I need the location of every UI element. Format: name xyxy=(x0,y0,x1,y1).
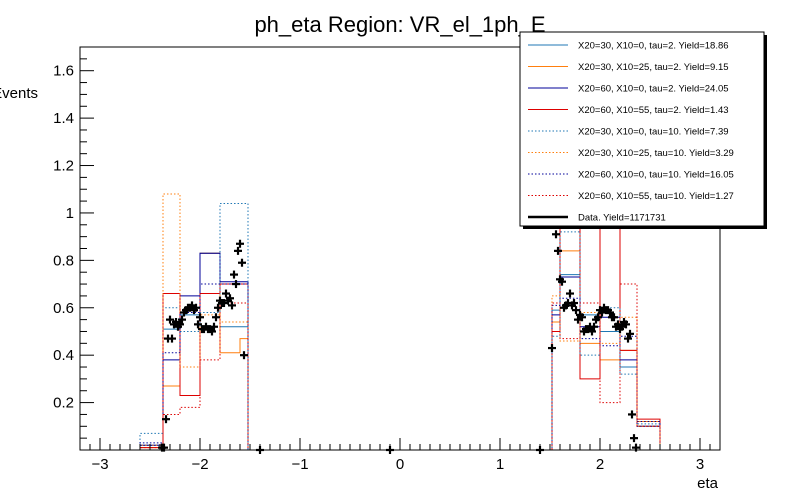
y-tick-label: 1.2 xyxy=(53,158,74,175)
legend-entry: X20=30, X10=25, tau=2. Yield=9.15 xyxy=(528,62,729,73)
data-point xyxy=(166,315,174,324)
histogram-series-8 xyxy=(80,283,720,451)
y-tick-label: 0.2 xyxy=(53,395,74,412)
y-axis: 0.2 0.4 0.6 0.8 1 1.2 1.4 1.6 xyxy=(53,47,94,450)
legend-entry: X20=30, X10=0, tau=2. Yield=18.86 xyxy=(528,41,729,52)
chart-title: ph_eta Region: VR_el_1ph_E xyxy=(254,12,545,37)
histogram-series-7 xyxy=(80,283,720,451)
x-axis: −3 −2 −1 0 1 2 3 xyxy=(79,438,721,473)
data-point xyxy=(590,322,598,331)
data-point xyxy=(610,313,618,322)
data-point xyxy=(178,315,186,324)
legend-label: X20=60, X10=0, tau=10. Yield=16.05 xyxy=(578,170,734,181)
y-tick-label: 0.8 xyxy=(53,252,74,269)
x-tick-label: 0 xyxy=(396,456,404,473)
x-tick-label: −1 xyxy=(291,456,308,473)
data-point xyxy=(548,344,556,353)
x-tick-label: 1 xyxy=(496,456,504,473)
data-point xyxy=(210,322,218,331)
x-axis-label: eta xyxy=(697,475,719,492)
data-point xyxy=(566,289,574,298)
data-point xyxy=(238,258,246,267)
legend-entry: X20=60, X10=0, tau=10. Yield=16.05 xyxy=(528,170,734,181)
data-point xyxy=(232,280,240,289)
legend-label: X20=60, X10=55, tau=2. Yield=1.43 xyxy=(578,105,729,116)
data-point xyxy=(594,313,602,322)
data-point xyxy=(570,299,578,308)
data-point xyxy=(222,289,230,298)
y-tick-label: 0.4 xyxy=(53,347,74,364)
data-point xyxy=(236,239,244,248)
data-point xyxy=(194,320,202,329)
y-tick-label: 1.6 xyxy=(53,63,74,80)
data-point xyxy=(552,230,560,239)
y-tick-label: 1 xyxy=(66,205,74,222)
data-point xyxy=(162,415,170,424)
y-tick-label: 1.4 xyxy=(53,110,74,127)
data-point xyxy=(606,308,614,317)
legend-entry: X20=60, X10=55, tau=10. Yield=1.27 xyxy=(528,191,734,202)
legend-entry: X20=60, X10=55, tau=2. Yield=1.43 xyxy=(528,105,729,116)
legend-label: X20=30, X10=25, tau=2. Yield=9.15 xyxy=(578,62,729,73)
data-point xyxy=(578,313,586,322)
data-point xyxy=(622,320,630,329)
legend-entry: X20=60, X10=0, tau=2. Yield=24.05 xyxy=(528,84,729,95)
data-point xyxy=(168,334,176,343)
data-point xyxy=(630,434,638,443)
data-point xyxy=(554,246,562,255)
data-point xyxy=(208,327,216,336)
data-point xyxy=(626,329,634,338)
x-tick-label: −2 xyxy=(191,456,208,473)
legend-label: X20=60, X10=0, tau=2. Yield=24.05 xyxy=(578,84,729,95)
plot-area: −3 −2 −1 0 1 2 3 0.2 0.4 0.6 0.8 1 1.2 1.4 1.6 xyxy=(53,46,721,473)
data-point xyxy=(214,303,222,312)
x-tick-label: −3 xyxy=(91,456,108,473)
data-point xyxy=(228,301,236,310)
legend-entry: Data. Yield=1171731 xyxy=(528,213,666,224)
data-point xyxy=(572,306,580,315)
legend-label: X20=30, X10=0, tau=10. Yield=7.39 xyxy=(578,127,729,138)
data-point xyxy=(628,410,636,419)
legend-label: X20=60, X10=55, tau=10. Yield=1.27 xyxy=(578,191,734,202)
data-point xyxy=(196,313,204,322)
data-points xyxy=(158,213,640,454)
data-point xyxy=(192,303,200,312)
legend-label: X20=30, X10=25, tau=10. Yield=3.29 xyxy=(578,148,734,159)
data-point xyxy=(212,313,220,322)
legend-label: Data. Yield=1171731 xyxy=(578,213,666,224)
data-point xyxy=(558,277,566,286)
data-point xyxy=(176,320,184,329)
legend-entry: X20=30, X10=25, tau=10. Yield=3.29 xyxy=(528,148,734,159)
data-point xyxy=(226,294,234,303)
legend-label: X20=30, X10=0, tau=2. Yield=18.86 xyxy=(578,41,729,52)
data-point xyxy=(624,334,632,343)
data-point xyxy=(240,351,248,360)
data-point xyxy=(588,327,596,336)
legend: X20=30, X10=0, tau=2. Yield=18.86 X20=30,… xyxy=(519,31,767,229)
y-tick-label: 0.6 xyxy=(53,300,74,317)
x-tick-label: 2 xyxy=(596,456,604,473)
legend-box xyxy=(519,31,765,227)
data-point xyxy=(230,270,238,279)
x-tick-label: 3 xyxy=(696,456,704,473)
data-point xyxy=(234,246,242,255)
legend-entry: X20=30, X10=0, tau=10. Yield=7.39 xyxy=(528,127,729,138)
